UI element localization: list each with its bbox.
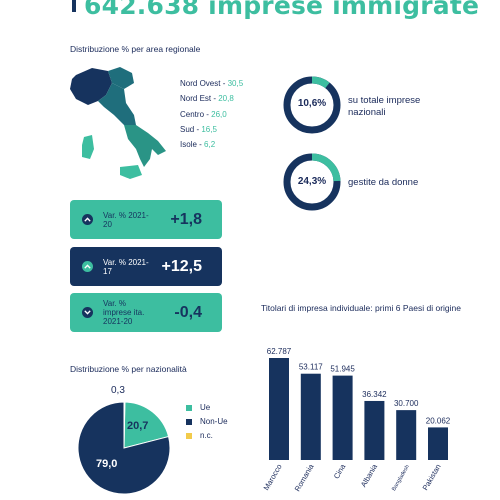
headline: 642.638 imprese immigrate (72, 0, 479, 20)
donut-caption-share-national: su totale imprese nazionali (348, 95, 421, 118)
variation-label: Var. % 2021-17 (103, 257, 149, 276)
map-region-sicilia (120, 165, 142, 179)
regional-row: Centro - 26,0 (180, 109, 227, 119)
map-region-sardegna (82, 135, 94, 159)
donut-fill (283, 153, 341, 211)
bar-category-label: Albania (359, 462, 380, 489)
bar (269, 358, 289, 460)
bar-value-label: 51.945 (330, 365, 355, 374)
pie-chart-title: Distribuzione % per nazionalità (70, 364, 187, 374)
map-region-nord-ovest (70, 68, 112, 105)
legend-label: n.c. (200, 431, 213, 440)
variation-label: Var. % imprese ita. 2021-20 (103, 299, 145, 326)
variation-value: +12,5 (161, 257, 202, 275)
legend-label: Ue (200, 403, 211, 412)
regional-row: Nord Est - 20,8 (180, 94, 234, 104)
bar-value-label: 53.117 (299, 363, 323, 372)
pie-legend-item: Ue (186, 401, 228, 415)
countries-bar-chart: 62.787 Marocco 53.117 Romania 51.945 Cina 36.3… (262, 347, 451, 493)
regional-row: Nord Ovest - 30,5 (180, 79, 244, 88)
bar-category-label: Bangladesh (391, 464, 411, 492)
donut-chart-women (283, 153, 341, 211)
pie-legend: Ue Non-Ue n.c. (186, 401, 228, 443)
bar-category-label: Cina (332, 462, 348, 481)
variation-label: Var. % 2021-20 (103, 210, 149, 229)
map-region-sud (124, 125, 166, 167)
legend-swatch (186, 433, 192, 439)
bar-category-label: Romania (293, 462, 316, 493)
regional-value: 16,5 (201, 124, 217, 134)
bar (332, 375, 353, 460)
pie-slice-ue (123, 401, 170, 449)
regional-label: Nord Ovest (180, 79, 221, 88)
bar-value-label: 36.342 (362, 390, 387, 399)
regional-title: Distribuzione % per area regionale (70, 44, 201, 54)
bar-category-label: Marocco (262, 463, 284, 492)
bar-value-label: 62.787 (267, 347, 292, 356)
pie-label-ue: 20,7 (127, 420, 149, 432)
bar-value-label: 30.700 (394, 399, 419, 408)
bar-category-label: Pakistan (421, 463, 443, 492)
headline-accent-bar (72, 0, 76, 12)
legend-label: Non-Ue (200, 417, 228, 426)
pie-label-non-ue: 79,0 (96, 458, 118, 470)
legend-swatch (186, 405, 192, 411)
regional-legend: Nord Ovest - 30,5 Nord Est - 20,8 Centro… (180, 76, 243, 152)
headline-text: 642.638 imprese immigrate (84, 0, 480, 20)
regional-label: Centro (180, 109, 205, 119)
bar (428, 427, 448, 460)
regional-label: Sud (180, 124, 195, 134)
donut-value-women: 24,3% (297, 176, 327, 187)
regional-label: Nord Est (180, 94, 212, 104)
regional-row: Isole - 6,2 (180, 140, 216, 150)
pie-legend-item: Non-Ue (186, 415, 228, 429)
variation-value: +1,8 (170, 210, 202, 228)
italy-map (70, 67, 166, 179)
regional-row: Sud - 16,5 (180, 124, 217, 134)
donut-value-share-national: 10,6% (297, 98, 327, 109)
regional-value: 30,5 (227, 79, 244, 88)
chevron-down-icon (82, 307, 93, 318)
legend-swatch (186, 419, 192, 425)
variation-box: Var. % 2021-17 +12,5 (70, 247, 222, 286)
donut-caption-women: gestite da donne (348, 177, 419, 188)
bar-chart-title: Titolari di impresa individuale: primi 6… (261, 303, 461, 313)
chevron-up-icon (82, 261, 93, 272)
regional-value: 20,8 (218, 94, 234, 104)
pie-label-nc: 0,3 (111, 385, 125, 396)
variation-value: -0,4 (174, 303, 202, 321)
bar (396, 410, 417, 460)
variation-box: Var. % imprese ita. 2021-20 -0,4 (70, 293, 222, 332)
regional-label: Isole (180, 140, 197, 150)
donut-chart-share-national (283, 76, 341, 134)
bar (300, 373, 321, 460)
map-region-centro (98, 83, 136, 125)
bar (364, 400, 385, 460)
regional-value: 6,2 (204, 140, 216, 150)
map-region-nord-est (108, 67, 134, 89)
regional-value: 26,0 (211, 109, 227, 119)
pie-slice-nc (123, 401, 126, 449)
bar-value-label: 20.062 (426, 416, 451, 425)
chevron-up-icon (82, 214, 93, 225)
variation-box: Var. % 2021-20 +1,8 (70, 200, 222, 239)
pie-legend-item: n.c. (186, 429, 228, 443)
donut-fill (283, 76, 341, 134)
nationality-pie-chart (77, 401, 171, 495)
